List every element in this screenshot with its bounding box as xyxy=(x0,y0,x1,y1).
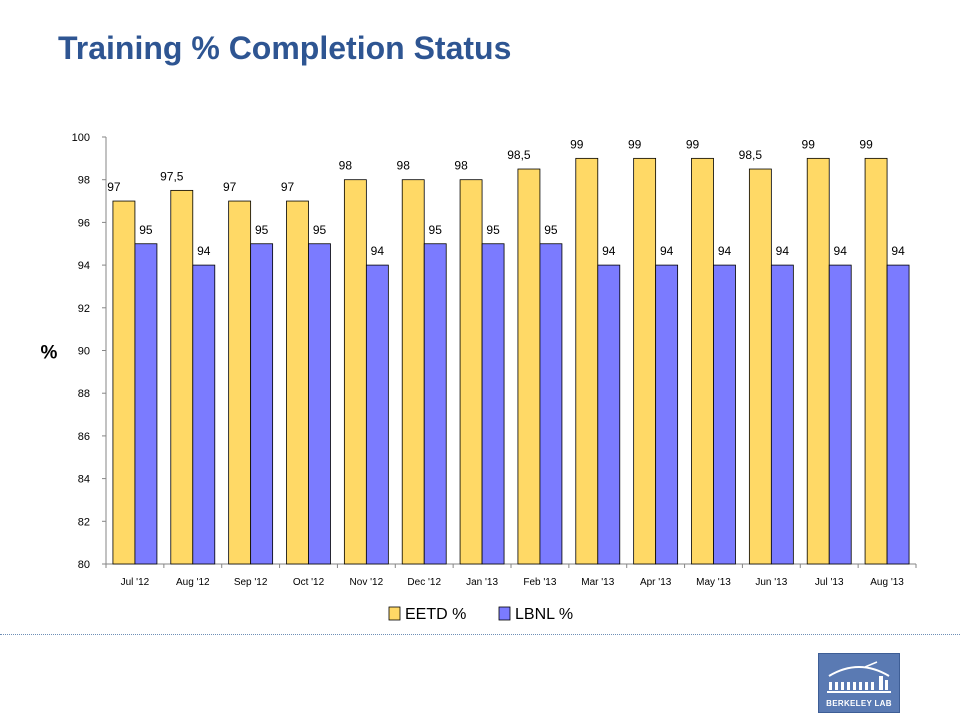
eetd-bar xyxy=(517,168,541,565)
eetd-data-label: 98,5 xyxy=(739,148,763,162)
lbnl-data-label: 95 xyxy=(139,223,153,237)
eetd-data-label: 97 xyxy=(107,180,121,194)
eetd-bar xyxy=(343,179,367,565)
x-tick-label: Dec '12 xyxy=(407,577,441,588)
y-tick-label: 84 xyxy=(78,474,90,486)
lbnl-bar xyxy=(713,264,736,565)
x-tick-label: Jun '13 xyxy=(755,577,787,588)
y-tick-label: 88 xyxy=(78,388,90,400)
eetd-bar xyxy=(170,189,194,565)
eetd-bar xyxy=(459,179,483,565)
lbnl-bar xyxy=(770,264,794,565)
eetd-bar xyxy=(748,168,772,565)
lbnl-data-label: 94 xyxy=(371,244,385,258)
lbnl-data-label: 94 xyxy=(834,244,848,258)
lbnl-data-label: 95 xyxy=(429,223,443,237)
eetd-bar xyxy=(286,200,309,565)
lbnl-bar xyxy=(828,264,852,565)
lbnl-bar xyxy=(365,264,389,565)
page-title: Training % Completion Status xyxy=(58,30,512,66)
lbnl-data-label: 95 xyxy=(313,223,327,237)
lbnl-data-label: 94 xyxy=(776,244,790,258)
eetd-data-label: 97,5 xyxy=(160,169,184,183)
eetd-bar xyxy=(691,157,714,565)
lbnl-bar xyxy=(481,243,505,565)
lbnl-bar xyxy=(597,264,621,565)
x-tick-label: Jul '13 xyxy=(815,577,844,588)
y-tick-label: 86 xyxy=(78,431,90,443)
x-tick-label: Feb '13 xyxy=(523,577,556,588)
y-tick-label: 82 xyxy=(78,516,90,528)
eetd-bar xyxy=(864,157,888,565)
eetd-data-label: 99 xyxy=(628,137,642,151)
x-tick-label: Jul '12 xyxy=(121,577,150,588)
eetd-bar xyxy=(228,200,252,565)
berkeley-lab-logo: BERKELEY LAB xyxy=(818,653,900,713)
x-tick-label: Nov '12 xyxy=(350,577,384,588)
lbnl-bar xyxy=(250,243,274,565)
legend-label: LBNL % xyxy=(515,606,573,623)
y-tick-label: 80 xyxy=(78,559,90,571)
eetd-bar xyxy=(575,157,599,565)
eetd-data-label: 98,5 xyxy=(507,148,531,162)
lbnl-bar xyxy=(423,243,447,565)
x-tick-label: May '13 xyxy=(696,577,731,588)
eetd-data-label: 99 xyxy=(859,137,873,151)
lbnl-data-label: 94 xyxy=(891,244,905,258)
lbnl-bar xyxy=(134,243,158,565)
logo-text: BERKELEY LAB xyxy=(826,699,892,708)
y-tick-label: 94 xyxy=(78,260,90,272)
lbnl-bar xyxy=(539,243,563,565)
y-tick-label: 96 xyxy=(78,217,90,229)
eetd-data-label: 99 xyxy=(570,137,584,151)
legend-swatch xyxy=(498,606,511,621)
eetd-bar xyxy=(112,200,136,565)
divider xyxy=(0,634,960,635)
y-tick-label: 92 xyxy=(78,303,90,315)
x-tick-label: Aug '12 xyxy=(176,577,210,588)
y-axis-title: % xyxy=(41,343,58,364)
bar-chart: 80 82 84 86 88 90 92 94 96 98 100% 97 97,5 97 97 98 98 98… xyxy=(41,132,917,623)
legend-swatch xyxy=(388,606,401,621)
eetd-data-label: 99 xyxy=(802,137,816,151)
lbnl-data-label: 94 xyxy=(197,244,211,258)
y-tick-label: 100 xyxy=(72,132,90,144)
eetd-bar xyxy=(633,157,657,565)
eetd-data-label: 98 xyxy=(339,159,353,173)
lbnl-data-label: 95 xyxy=(544,223,558,237)
lbnl-bar xyxy=(886,264,910,565)
x-tick-label: Apr '13 xyxy=(640,577,672,588)
lbnl-data-label: 95 xyxy=(255,223,269,237)
eetd-bar xyxy=(401,179,425,565)
x-tick-label: Mar '13 xyxy=(581,577,614,588)
lbnl-bar xyxy=(192,264,216,565)
eetd-data-label: 99 xyxy=(686,137,700,151)
lbnl-bar xyxy=(308,243,331,565)
lbnl-bar xyxy=(655,264,679,565)
y-tick-label: 90 xyxy=(78,346,90,358)
eetd-data-label: 97 xyxy=(223,180,237,194)
lbnl-data-label: 94 xyxy=(660,244,674,258)
eetd-data-label: 97 xyxy=(281,180,295,194)
lbnl-data-label: 94 xyxy=(718,244,732,258)
eetd-bar xyxy=(806,157,830,565)
eetd-data-label: 98 xyxy=(397,159,411,173)
x-tick-label: Oct '12 xyxy=(293,577,325,588)
eetd-data-label: 98 xyxy=(454,159,468,173)
berkeley-lab-emblem-icon xyxy=(827,661,891,693)
x-tick-label: Jan '13 xyxy=(466,577,498,588)
legend-label: EETD % xyxy=(405,606,466,623)
x-tick-label: Aug '13 xyxy=(870,577,904,588)
lbnl-data-label: 95 xyxy=(486,223,500,237)
x-tick-label: Sep '12 xyxy=(234,577,268,588)
lbnl-data-label: 94 xyxy=(602,244,616,258)
y-tick-label: 98 xyxy=(78,175,90,187)
